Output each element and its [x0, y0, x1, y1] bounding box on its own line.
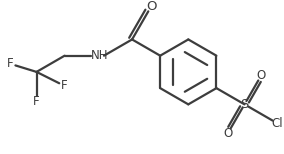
Text: Cl: Cl: [272, 117, 283, 130]
Text: O: O: [146, 0, 156, 13]
Text: F: F: [7, 57, 14, 70]
Text: F: F: [33, 95, 40, 107]
Text: O: O: [256, 69, 266, 82]
Text: F: F: [61, 79, 67, 92]
Text: NH: NH: [90, 49, 108, 62]
Text: O: O: [223, 127, 233, 140]
Text: S: S: [240, 98, 249, 111]
